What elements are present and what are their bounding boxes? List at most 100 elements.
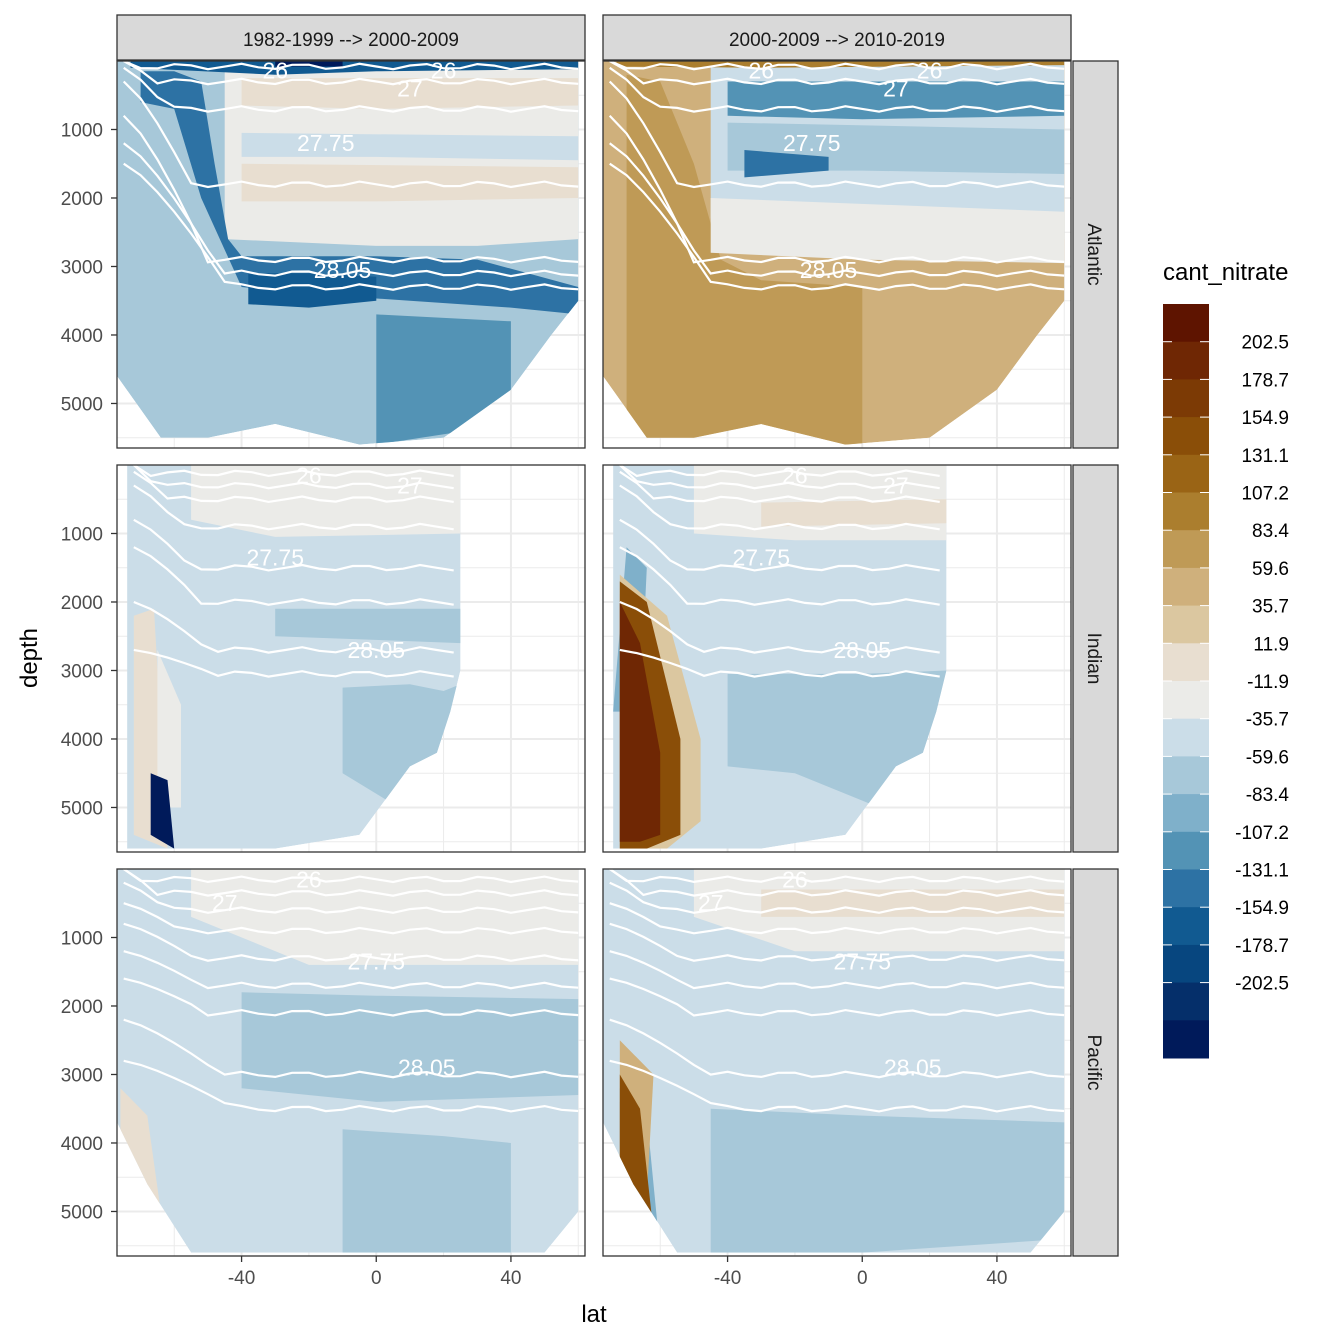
panel-pacific-2: 26 27 27.75 28.05 [602,866,1072,1257]
y-tick-label: 4000 [61,1134,103,1155]
legend-break-label: -154.9 [1235,898,1289,919]
y-tick-label: 2000 [61,997,103,1018]
isopycnal-label: 27.75 [833,948,891,974]
isopycnal-line [609,142,1065,278]
isopycnal-line [609,977,1065,1017]
panel-border [602,60,1072,449]
y-tick-label: 2000 [61,189,103,210]
contour-fills [127,465,461,849]
contour-fills [603,869,1065,1253]
x-tick-label: 40 [986,1268,1007,1289]
isopycnal-line [609,902,1065,935]
isopycnal-line [123,1018,579,1079]
isopycnal-line [619,465,940,478]
facet-strip-row: Indian [1072,464,1119,853]
panels-layer: 26 26 27 27.75 28.05 26 26 27 27.75 28.05 26 27 27.7… [116,58,1072,1257]
isopycnal-line [123,66,579,113]
legend-break-label: 59.6 [1252,559,1289,580]
filled-contour-region [376,314,511,445]
isopycnal-label: 26 [917,58,943,84]
legend-break-label: 154.9 [1241,408,1289,429]
contour-fills [117,61,579,445]
panel-border [116,60,586,449]
x-tick-label: 0 [857,1268,868,1289]
filled-contour-region [744,150,829,178]
isopycnal-lines [619,465,940,678]
legend-break-label: 107.2 [1241,484,1289,505]
filled-contour-region [619,602,661,842]
isopycnal-line [619,546,940,606]
strip-label: Pacific [1083,1035,1104,1091]
isopycnal-label: 28.05 [398,1055,456,1081]
isopycnal-line [123,902,579,935]
isopycnal-line [609,61,1065,71]
legend-color-step [1163,831,1209,870]
panel-atlantic-2: 26 26 27 27.75 28.05 [602,58,1072,449]
legend-color-step [1163,907,1209,946]
isopycnal-line [609,61,1065,86]
strip-background [1072,464,1119,853]
x-tick-label: 0 [371,1268,382,1289]
isopycnal-line [122,115,579,264]
axes-layer: 1000200030004000500010002000300040005000… [61,120,1008,1289]
legend-color-step [1163,944,1209,984]
isopycnal-line [609,869,1065,897]
isopycnal-line [123,1059,579,1113]
isopycnal-label: 26 [296,462,322,488]
isopycnal-line [133,465,454,490]
isopycnal-line [122,80,579,189]
legend-color-step [1163,304,1209,343]
filled-contour-region [710,1108,1065,1253]
strip-background [1072,60,1119,449]
legend-break-label: -178.7 [1235,936,1289,957]
facet-strip-column: 2000-2009 --> 2010-2019 [602,14,1072,61]
isopycnal-line [609,922,1065,962]
isopycnal-label: 27 [883,75,909,101]
y-tick-label: 2000 [61,593,103,614]
filled-contour-region [342,1129,511,1253]
legend-color-step [1163,1020,1209,1059]
legend-break-label: 11.9 [1253,634,1289,655]
isopycnal-line [133,648,454,678]
isopycnal-label: 27 [883,473,909,499]
isopycnal-label: 28.05 [314,257,372,283]
legend-break-label: -202.5 [1235,974,1289,995]
facet-strip-column: 1982-1999 --> 2000-2009 [116,14,586,61]
isopycnal-line [619,484,940,531]
isopycnal-label: 27.75 [246,544,304,570]
isopycnal-line [609,1059,1065,1113]
isopycnal-line [133,546,454,606]
isopycnal-line [609,1018,1065,1079]
x-tick-label: 40 [500,1268,521,1289]
isopycnal-label: 27 [397,75,423,101]
panel-border [116,464,586,853]
isopycnal-label: 26 [262,58,288,84]
legend: cant_nitrate 202.5 178.7 154.9 131.1 107.2 83… [1163,259,1289,1059]
strip-label: 2000-2009 --> 2010-2019 [729,30,945,51]
filled-contour-region [140,71,579,315]
legend-color-step [1163,492,1209,531]
y-tick-label: 1000 [61,524,103,545]
legend-color-step [1163,643,1209,682]
isopycnal-line [609,66,1065,113]
isopycnal-label: 28.05 [800,257,858,283]
filled-contour-region [241,992,579,1102]
isopycnal-lines [608,61,1065,291]
y-tick-label: 3000 [61,661,103,682]
strip-background [116,14,586,61]
isopycnal-line [123,162,579,291]
legend-color-step [1163,794,1209,833]
x-axis-title: lat [581,1301,607,1328]
isopycnal-label: 27 [698,890,724,916]
isopycnal-label: 26 [748,58,774,84]
y-tick-label: 5000 [61,394,103,415]
legend-break-label: -59.6 [1246,747,1289,768]
isopycnal-label: 27 [212,890,238,916]
legend-break-label: -83.4 [1246,785,1290,806]
filled-contour-region [241,132,579,161]
legend-color-step [1163,681,1209,720]
isopycnal-line [123,977,579,1017]
legend-color-step [1163,567,1209,607]
legend-color-step [1163,605,1209,644]
isopycnal-line [123,61,579,71]
